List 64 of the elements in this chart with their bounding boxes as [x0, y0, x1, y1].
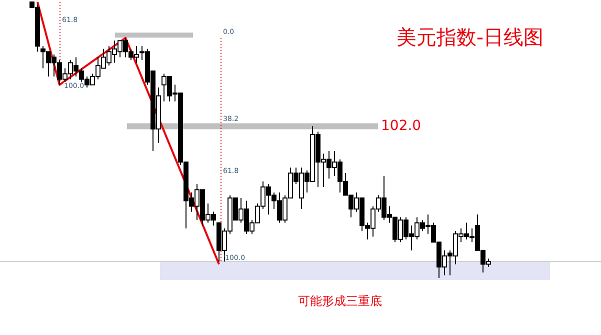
- candlestick: [74, 56, 78, 78]
- candlestick: [294, 167, 298, 185]
- candlestick: [387, 206, 392, 224]
- candlestick: [326, 150, 332, 180]
- candlestick: [354, 192, 359, 212]
- candlestick: [480, 250, 486, 273]
- candlestick: [398, 216, 403, 243]
- candlestick: [282, 194, 288, 224]
- candlestick: [189, 192, 194, 212]
- candlestick: [338, 158, 342, 193]
- candlestick: [426, 214, 430, 234]
- candlestick: [409, 225, 414, 251]
- candlestick: [470, 228, 474, 243]
- candlestick: [382, 175, 386, 221]
- candlestick: [453, 230, 458, 265]
- candlestick: [211, 211, 216, 226]
- candlestick: [238, 197, 244, 224]
- candlestick: [458, 228, 464, 243]
- candlestick: [304, 170, 310, 193]
- candlestick: [172, 84, 178, 102]
- candlestick: [123, 37, 128, 58]
- candlestick: [101, 48, 106, 69]
- candlestick: [40, 46, 46, 69]
- candlestick: [448, 250, 452, 276]
- candlestick: [272, 192, 276, 210]
- annotation: 102.0: [381, 118, 422, 134]
- candlestick: [112, 40, 117, 64]
- candlestick: [250, 220, 254, 234]
- candlestick: [414, 216, 420, 240]
- candlestick: [68, 59, 73, 80]
- candlestick: [370, 206, 376, 238]
- candlestick: [442, 250, 447, 276]
- candlestick: [167, 76, 172, 102]
- text: 可能形成三重底: [298, 294, 382, 308]
- candlestick: [90, 73, 95, 86]
- candlestick: [106, 46, 112, 66]
- candlestick: [96, 56, 100, 80]
- candlestick: [420, 220, 425, 232]
- candlestick: [52, 54, 56, 78]
- candlestick: [118, 40, 122, 58]
- candlestick: [343, 172, 348, 196]
- candlestick: [57, 59, 62, 86]
- candlestick: [134, 46, 139, 64]
- candlestick: [332, 150, 337, 176]
- candlestick: [277, 192, 282, 224]
- candlestick: [404, 216, 408, 240]
- candlestick: [162, 73, 166, 102]
- candlestick: [321, 153, 326, 188]
- candlestick: [140, 46, 144, 60]
- candlestick: [464, 222, 469, 240]
- candlestick: [46, 51, 51, 78]
- candlestick: [365, 222, 370, 240]
- candlestick: [84, 76, 90, 88]
- candlestick: [62, 68, 68, 83]
- candlestick: [260, 180, 266, 210]
- text: 美元指数-日线图: [396, 25, 544, 49]
- candlestick: [376, 194, 381, 212]
- candlestick: [194, 184, 200, 221]
- candlestick: [128, 48, 134, 60]
- candlestick: [266, 184, 271, 216]
- candlestick: [222, 228, 227, 262]
- candlestick: [206, 202, 210, 224]
- candlestick: [244, 200, 249, 234]
- candlestick: [348, 194, 354, 218]
